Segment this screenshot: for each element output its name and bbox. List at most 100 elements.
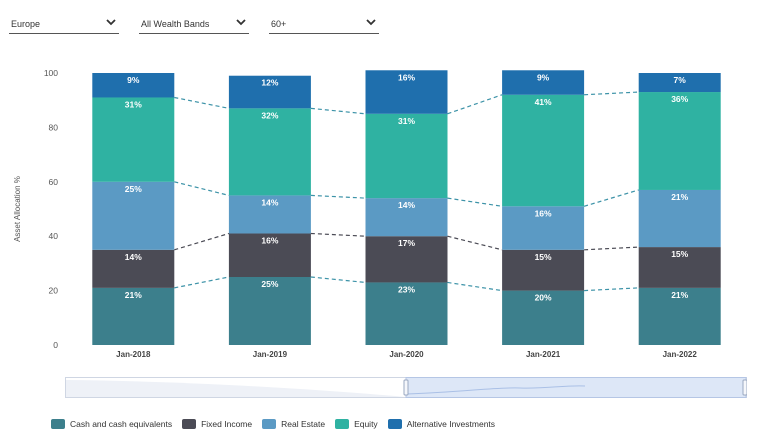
bar-segment: [502, 70, 585, 95]
connector-line: [310, 276, 366, 284]
data-label: 21%: [671, 192, 688, 202]
y-tick-label: 20: [49, 286, 59, 296]
connector-line: [174, 232, 230, 251]
connector-line: [174, 276, 230, 289]
bar-segment: [92, 97, 175, 182]
legend-label: Equity: [354, 419, 378, 429]
age-filter-value: 60+: [271, 19, 287, 29]
y-tick-label: 40: [49, 231, 59, 241]
data-label: 16%: [535, 208, 552, 218]
legend-item-fixed-income[interactable]: Fixed Income: [182, 419, 252, 429]
data-label: 31%: [398, 116, 415, 126]
connector-line: [174, 181, 230, 196]
data-label: 31%: [125, 99, 142, 109]
connector-line: [310, 232, 366, 237]
x-tick-label: Jan-2018: [116, 350, 151, 359]
connector-line: [447, 94, 503, 115]
chart-legend: Cash and cash equivalents Fixed Income R…: [51, 419, 505, 429]
connector-line: [447, 235, 503, 251]
connector-line: [447, 281, 503, 292]
bar-segment: [365, 236, 448, 283]
chevron-down-icon: [236, 19, 246, 26]
bar-segment: [92, 181, 175, 250]
bar-segment: [502, 94, 585, 207]
bar-segment: [502, 290, 585, 345]
data-label: 25%: [261, 279, 278, 289]
bar-segment: [638, 189, 721, 248]
bar-segment: [502, 206, 585, 250]
data-label: 23%: [398, 284, 415, 294]
region-filter-value: Europe: [11, 19, 41, 29]
data-label: 21%: [671, 290, 688, 300]
data-label: 20%: [535, 293, 552, 303]
y-tick-label: 100: [44, 68, 58, 78]
legend-item-alternative-investments[interactable]: Alternative Investments: [387, 419, 496, 429]
x-tick-label: Jan-2019: [253, 350, 288, 359]
region-filter-dropdown[interactable]: Europe: [9, 14, 119, 34]
x-tick-label: Jan-2022: [663, 350, 698, 359]
legend-label: Real Estate: [281, 419, 326, 429]
bar-segment: [365, 198, 448, 237]
legend-swatch: [335, 419, 350, 429]
legend-swatch: [182, 419, 197, 429]
data-label: 16%: [398, 72, 415, 82]
bar-segment: [228, 233, 311, 277]
y-tick-label: 80: [49, 122, 59, 132]
legend-item-real-estate[interactable]: Real Estate: [262, 419, 325, 429]
bar-segment: [228, 195, 311, 234]
legend-label: Alternative Investments: [406, 419, 496, 429]
data-label: 16%: [261, 235, 278, 245]
wealth-band-filter-dropdown[interactable]: All Wealth Bands: [139, 14, 249, 34]
legend-item-cash[interactable]: Cash and cash equivalents: [51, 419, 172, 429]
data-label: 32%: [261, 110, 278, 120]
bar-segment: [502, 249, 585, 291]
bar-segment: [638, 73, 721, 93]
connector-line: [584, 91, 639, 96]
navigator-series-area: [66, 380, 406, 397]
connector-line: [310, 107, 366, 115]
x-tick-label: Jan-2021: [526, 350, 561, 359]
legend-swatch: [387, 419, 402, 429]
legend-label: Cash and cash equivalents: [70, 419, 173, 429]
data-label: 14%: [261, 197, 278, 207]
asset-allocation-stacked-bar-chart: Asset Allocation % 0 20 40 60 80 100 21% 25% 23% 2…: [13, 68, 721, 359]
navigator-right-handle[interactable]: [742, 379, 747, 396]
bar-segment: [365, 282, 448, 345]
y-axis-title: Asset Allocation %: [13, 176, 22, 242]
chart-range-navigator[interactable]: [65, 377, 747, 398]
age-filter-dropdown[interactable]: 60+: [269, 14, 379, 34]
bar-segment: [228, 277, 311, 345]
data-label: 21%: [125, 290, 142, 300]
chevron-down-icon: [106, 19, 116, 26]
navigator-left-handle[interactable]: [403, 379, 409, 396]
data-label: 9%: [127, 75, 140, 85]
chevron-down-icon: [366, 19, 376, 26]
x-tick-label: Jan-2020: [389, 350, 424, 359]
data-label: 12%: [261, 78, 278, 88]
bar-segment: [638, 92, 721, 190]
connector-line: [584, 246, 639, 251]
navigator-series-line: [405, 385, 586, 395]
bar-segment: [92, 249, 175, 288]
bar-segment: [92, 287, 175, 345]
bar-segment: [228, 108, 311, 196]
legend-item-equity[interactable]: Equity: [335, 419, 378, 429]
legend-swatch: [51, 419, 65, 429]
bar-segment: [638, 247, 721, 288]
navigator-selected-range[interactable]: [405, 377, 747, 398]
legend-swatch: [262, 419, 277, 429]
bar-segment: [228, 75, 311, 109]
data-label: 15%: [535, 252, 552, 262]
connector-line: [583, 189, 639, 207]
bar-segment: [638, 287, 721, 345]
data-label: 14%: [398, 200, 415, 210]
data-label: 7%: [674, 75, 687, 85]
data-label: 15%: [671, 249, 688, 259]
y-tick-label: 60: [49, 177, 59, 187]
legend-label: Fixed Income: [201, 419, 253, 429]
wealth-band-filter-value: All Wealth Bands: [141, 19, 210, 29]
data-label: 25%: [125, 184, 142, 194]
bar-segment: [365, 113, 448, 199]
connector-line: [447, 197, 503, 207]
connector-line: [174, 96, 230, 109]
